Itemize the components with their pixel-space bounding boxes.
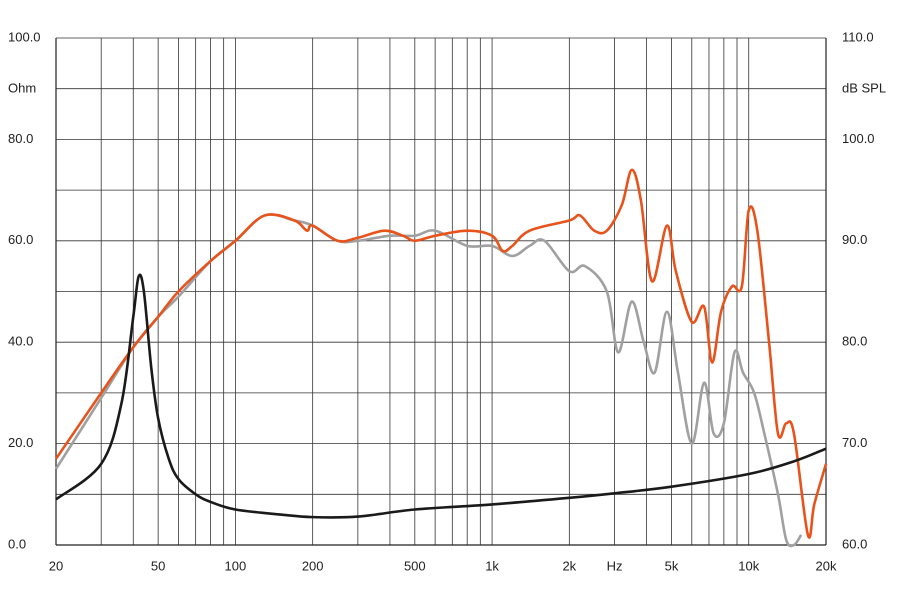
y-tick-label: 20.0 — [8, 435, 33, 450]
y2-tick-label: 90.0 — [842, 232, 867, 247]
y2-tick-label: 70.0 — [842, 435, 867, 450]
y-tick-label: 40.0 — [8, 334, 33, 349]
x-tick-label: 10k — [738, 558, 759, 573]
y2-tick-label: 60.0 — [842, 536, 867, 551]
x-tick-label: 200 — [302, 558, 324, 573]
line-series — [55, 273, 827, 519]
x-tick-label: 1k — [485, 558, 499, 573]
x-tick-label: 20 — [49, 558, 63, 573]
y2-tick-label: 80.0 — [842, 334, 867, 349]
x-tick-label: 20k — [816, 558, 837, 573]
line-series — [54, 168, 828, 539]
x-tick-label: 100 — [225, 558, 247, 573]
y-tick-label: 0.0 — [8, 536, 26, 551]
y-tick-label: 100.0 — [8, 29, 41, 44]
y-axis-label: Ohm — [8, 80, 36, 95]
x-tick-label: 5k — [665, 558, 679, 573]
y2-axis-label: dB SPL — [842, 80, 886, 95]
y-tick-label: 80.0 — [8, 131, 33, 146]
y2-tick-label: 110.0 — [842, 29, 874, 44]
y-tick-label: 60.0 — [8, 232, 33, 247]
x-tick-label: 50 — [151, 558, 165, 573]
x-tick-label: Hz — [607, 558, 623, 573]
x-tick-label: 2k — [562, 558, 576, 573]
line-series — [54, 213, 803, 548]
y2-tick-label: 100.0 — [842, 131, 875, 146]
x-tick-label: 500 — [404, 558, 426, 573]
